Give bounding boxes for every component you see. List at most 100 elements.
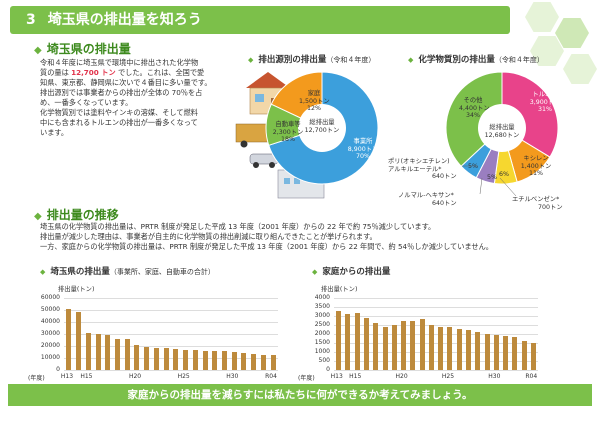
bar-H22: [153, 348, 159, 370]
pie-chem-chart: [445, 71, 559, 185]
grid-line: [64, 346, 278, 347]
trend-text: 埼玉県の化学物質の排出量は、PRTR 制度が発足した平成 13 年度（2001 …: [40, 222, 493, 251]
x-tick-label: H15: [80, 373, 93, 380]
y-tick-label: 3500: [314, 303, 330, 310]
bar-H28: [212, 350, 218, 370]
bar-H17: [105, 334, 111, 370]
decor-hexagon: [530, 36, 564, 66]
diamond-icon: ◆: [34, 211, 42, 222]
bar-H21: [410, 320, 416, 370]
section-number: 3: [26, 12, 36, 28]
y-tick-label: 20000: [40, 342, 60, 349]
grid-line: [64, 334, 278, 335]
chart1-area: 60000 50000 40000 30000 20000 10000 0 (年度) H13 H1…: [28, 290, 288, 382]
trend-heading: ◆ 排出量の推移: [34, 208, 119, 222]
bar-H25: [447, 326, 453, 370]
grid-line: [64, 322, 278, 323]
bar-R03: [521, 341, 527, 370]
grid-line: [334, 298, 538, 299]
pie-chem-hole: [478, 104, 526, 152]
bar-H28: [475, 332, 481, 370]
pie-chem-pct-hexane: 5%: [487, 174, 497, 181]
pie-chem-pct-ethylbenzene: 6%: [499, 171, 509, 178]
car-icon: [249, 153, 279, 168]
intro-heading: ◆ 埼玉県の排出量: [34, 42, 131, 56]
pie-source-title: ◆ 排出源別の排出量（令和４年度）: [248, 55, 376, 65]
y-tick-label: 1000: [314, 348, 330, 355]
chart2-area: 4000 3500 3000 2500 2000 1500 1000 500 0 (年度) H13 H…: [298, 290, 548, 382]
bar-R01: [241, 352, 247, 370]
y-tick-label: 2000: [314, 330, 330, 337]
chart1-title: ◆ 埼玉県の排出量（事業所、家庭、自動車の合計）: [40, 267, 215, 277]
bar-H23: [163, 348, 169, 370]
y-tick-label: 4000: [314, 294, 330, 301]
pie-source-label-household: 家庭 1,500トン 12%: [299, 90, 330, 112]
bar-H29: [484, 334, 490, 370]
grid-line: [64, 298, 278, 299]
bar-H21: [144, 346, 150, 370]
bar-H14: [76, 311, 82, 370]
chart2-ylabel: 排出量(トン): [321, 286, 358, 293]
pie-chem-label-toluene: トルエン 3,900トン 31%: [529, 91, 561, 113]
x-tick-label: H30: [226, 373, 239, 380]
y-tick-label: 0: [326, 366, 330, 373]
bar-H15: [354, 313, 360, 370]
bar-H20: [401, 320, 407, 370]
x-tick-label: H13: [330, 373, 343, 380]
bar-H26: [456, 328, 462, 370]
y-tick-label: 0: [56, 366, 60, 373]
bar-R03: [260, 355, 266, 370]
bar-H25: [183, 349, 189, 370]
pie-chem-center: 総排出量 12,680トン: [484, 124, 520, 139]
pie-source-label-business: 事業所 8,900トン 70%: [347, 138, 379, 160]
x-tick-label: H20: [128, 373, 142, 380]
pie-chem-label-ethylbenzene: エチルベンゼン* 700トン: [512, 196, 563, 211]
x-tick-label: H15: [349, 373, 362, 380]
y-tick-label: 1500: [314, 339, 330, 346]
bar-H22: [419, 318, 425, 370]
bar-H29: [222, 351, 227, 370]
bar-H26: [192, 350, 198, 370]
bar-H19: [124, 338, 130, 370]
bar-H30: [493, 334, 499, 370]
y-tick-label: 3000: [314, 312, 330, 319]
grid-line: [64, 358, 278, 359]
grid-line: [334, 325, 538, 326]
bar-H13: [66, 309, 72, 370]
pie-source-center: 総排出量 12,700トン: [304, 119, 340, 134]
section-title: 埼玉県の排出量を知ろう: [47, 12, 202, 28]
pie-source-label-vehicle: 自動車等 2,300トン 18%: [272, 121, 304, 143]
x-tick-label: H30: [488, 373, 501, 380]
grid-line: [334, 343, 538, 344]
y-tick-label: 500: [318, 357, 330, 364]
bar-H14: [345, 314, 351, 370]
section-header: 3 埼玉県の排出量を知ろう: [10, 6, 510, 34]
x-tick-label: H25: [177, 373, 190, 380]
x-axis-label: (年度): [28, 375, 45, 382]
pie-chem-leader-lines: [462, 165, 517, 197]
pie-source-hole: [298, 104, 346, 152]
bar-H16: [363, 317, 369, 370]
decor-hexagon: [525, 2, 559, 32]
bar-H17: [373, 323, 379, 370]
bar-H27: [202, 350, 208, 370]
grid-line: [64, 310, 278, 311]
diamond-icon: ◆: [34, 45, 42, 56]
intro-text: 令和４年度に埼玉県で環境中に排出された化学物 質の量は 12,700 トン でし…: [40, 58, 212, 137]
chart1-ylabel: 排出量(トン): [58, 286, 95, 293]
pie-slice: [445, 71, 503, 167]
bar-H30: [231, 352, 237, 370]
chart2-title: ◆ 家庭からの排出量: [312, 267, 391, 277]
pie-chem-pct-poly: 5%: [468, 163, 478, 170]
grid-line: [334, 370, 538, 371]
y-tick-label: 10000: [40, 354, 60, 361]
bar-H23: [428, 325, 434, 370]
pie-chem-label-other: その他 4,400トン 34%: [459, 97, 490, 119]
x-tick-label: H20: [395, 373, 408, 380]
decor-hexagon: [555, 18, 589, 48]
y-tick-label: 50000: [40, 306, 60, 313]
bar-R01: [503, 335, 509, 370]
y-tick-label: 40000: [40, 318, 60, 325]
x-tick-label: R04: [265, 373, 277, 380]
footer-banner: 家庭からの排出量を減らすには私たちに何ができるか考えてみましょう。: [8, 384, 592, 406]
